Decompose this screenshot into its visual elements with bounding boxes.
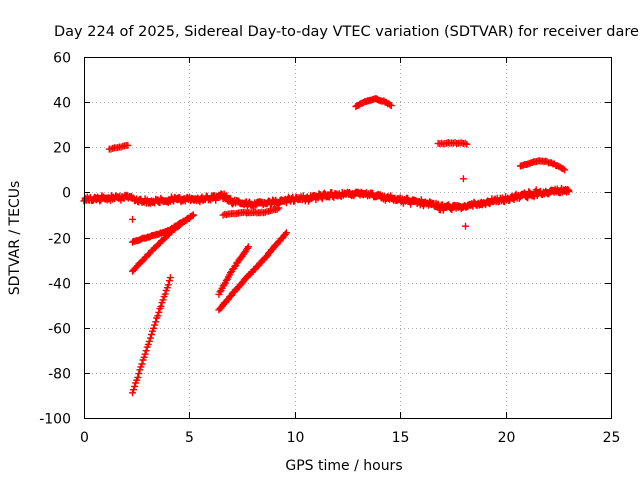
data-point-arc-9 [463,140,471,148]
data-point-arc-4 [141,350,149,358]
data-point-arc-4 [166,274,174,282]
x-axis-label: GPS time / hours [285,458,402,474]
axis-ticks: 0 5 10 15 20 25 -100 -80 -60 -40 -20 0 20 40 60 [39,51,620,447]
y-tick-label: 40 [53,96,71,112]
data-point-outliers [459,175,467,183]
data-point-arc-10 [559,165,567,173]
data-point-arc-4 [142,347,150,355]
data-point-arc-4 [129,389,136,397]
data-point-arc-4 [164,281,172,289]
data-point-arc-7 [268,206,276,214]
data-point-arc-4 [150,324,158,332]
x-tick-label: 15 [392,430,410,446]
data-point-arc-4 [134,373,142,381]
data-point-arc-6 [281,230,289,238]
data-point-baseline [318,195,326,203]
data-point-arc-4 [145,337,153,345]
grid [84,57,611,418]
data-point-arc-7 [265,207,273,215]
data-point-arc-4 [130,386,137,394]
data-point-arc-4 [154,312,162,320]
data-point-arc-4 [151,321,159,329]
data-point-arc-5 [244,243,252,251]
y-tick-label: -60 [48,322,71,338]
y-tick-label: -100 [39,412,71,428]
y-tick-label: 0 [62,186,71,202]
data-point-arc-1 [124,141,132,149]
data-point-arc-7 [223,211,230,219]
x-tick-label: 10 [287,430,305,446]
y-axis-label: SDTVAR / TECUs [7,181,23,296]
data-point-baseline [565,188,573,196]
data-points [80,95,573,397]
data-point-arc-4 [161,290,169,298]
x-tick-label: 0 [80,430,89,446]
data-point-arc-1 [117,143,125,151]
data-point-arc-4 [135,370,143,378]
data-point-baseline [282,199,290,207]
chart-title: Day 224 of 2025, Sidereal Day-to-day VTE… [54,24,639,40]
data-point-arc-7 [275,204,283,212]
y-tick-label: -20 [48,232,71,248]
data-point-outliers [462,222,469,230]
data-point-arc-1 [107,145,115,153]
data-point-arc-9 [461,139,469,147]
y-tick-label: -80 [48,367,71,383]
data-point-arc-10 [561,166,569,174]
data-point-arc-4 [157,303,165,310]
y-tick-label: 60 [53,51,71,67]
data-point-baseline [227,195,234,203]
x-tick-label: 20 [498,430,516,446]
data-point-arc-4 [138,360,146,368]
data-point-arc-4 [146,334,154,342]
data-point-arc-4 [159,296,167,304]
data-point-arc-4 [152,318,160,326]
data-point-arc-3 [189,211,197,219]
data-point-arc-4 [155,308,163,316]
x-tick-label: 25 [603,430,621,446]
data-point-arc-8 [387,102,395,110]
data-point-arc-4 [165,277,173,285]
y-tick-label: 20 [53,141,71,157]
data-point-arc-5 [243,244,251,252]
data-point-arc-4 [131,382,139,390]
y-tick-label: -40 [48,277,71,293]
data-point-arc-4 [148,331,155,338]
x-tick-label: 5 [185,430,194,446]
data-point-arc-5 [222,277,230,285]
data-point-arc-7 [261,208,269,216]
data-point-outliers [129,215,136,223]
data-point-arc-6 [282,229,290,237]
